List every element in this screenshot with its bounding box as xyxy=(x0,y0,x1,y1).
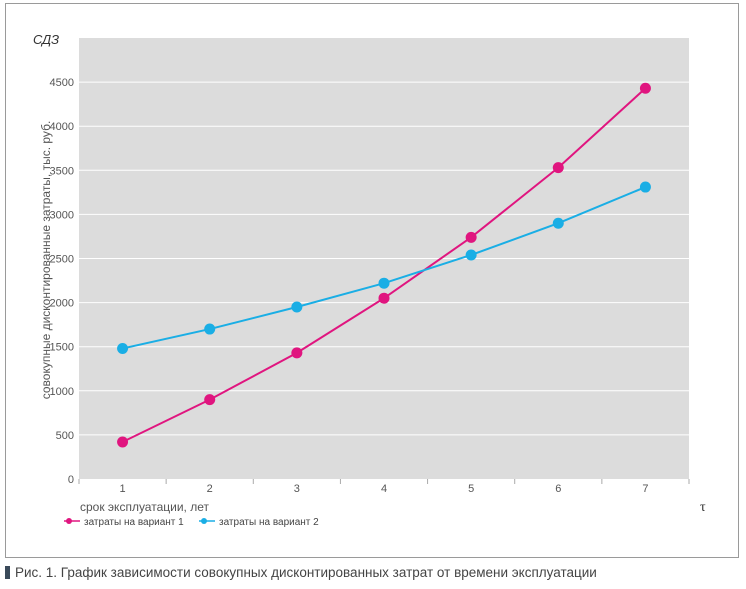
x-tick-label: 6 xyxy=(555,483,561,495)
legend-marker-1 xyxy=(66,518,72,524)
series-2-point xyxy=(378,277,390,289)
x-tick-label: 4 xyxy=(381,483,387,495)
series-1-point xyxy=(291,347,303,359)
series-1-point xyxy=(117,436,129,448)
x-tick-label: 3 xyxy=(294,483,300,495)
series-2-point xyxy=(639,181,651,193)
y-tick-label: 3000 xyxy=(50,209,74,221)
series-2-point xyxy=(465,249,477,261)
series-2-point xyxy=(552,217,564,229)
legend-label-1: затраты на вариант 1 xyxy=(84,517,184,528)
caption-text: Рис. 1. График зависимости совокупных ди… xyxy=(15,565,597,580)
y-tick-label: 1500 xyxy=(50,342,74,354)
y-tick-label: 1000 xyxy=(50,386,74,398)
y-tick-label: 2000 xyxy=(50,298,74,310)
series-1-point xyxy=(204,394,216,406)
x-tick-label: 2 xyxy=(207,483,213,495)
y-tick-label: 4000 xyxy=(50,121,74,133)
series-2-point xyxy=(291,301,303,313)
y-tick-label: 3500 xyxy=(50,165,74,177)
series-2-point xyxy=(204,323,216,335)
series-1-point xyxy=(552,162,564,174)
legend-marker-2 xyxy=(201,518,207,524)
x-axis-label: срок эксплуатации, лет xyxy=(80,500,209,514)
x-tick-label: 5 xyxy=(468,483,474,495)
y-tick-label: 0 xyxy=(68,474,74,486)
y-tick-label: 2500 xyxy=(50,254,74,266)
chart-title: СДЗ xyxy=(33,32,59,47)
figure-caption: Рис. 1. График зависимости совокупных ди… xyxy=(5,565,597,580)
series-2-point xyxy=(117,342,129,354)
x-tick-label: 1 xyxy=(120,483,126,495)
series-1-point xyxy=(378,292,390,304)
y-tick-label: 500 xyxy=(56,430,74,442)
x-axis-symbol: τ xyxy=(700,500,706,515)
legend: затраты на вариант 1 затраты на вариант 2 xyxy=(64,517,319,528)
legend-label-2: затраты на вариант 2 xyxy=(219,517,319,528)
x-tick-label: 7 xyxy=(642,483,648,495)
caption-marker xyxy=(5,566,10,579)
series-1-point xyxy=(639,82,651,94)
y-tick-label: 4500 xyxy=(50,77,74,89)
series-1-point xyxy=(465,231,477,243)
y-axis-label: совокупные дисконтированные затраты, тыс… xyxy=(39,121,53,400)
